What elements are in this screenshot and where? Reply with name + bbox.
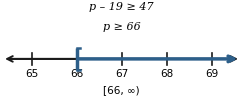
Text: 67: 67 xyxy=(115,69,128,79)
Text: 69: 69 xyxy=(205,69,218,79)
Text: p ≥ 66: p ≥ 66 xyxy=(103,22,140,32)
Text: 68: 68 xyxy=(160,69,173,79)
Text: 66: 66 xyxy=(70,69,83,79)
Text: 65: 65 xyxy=(25,69,38,79)
Text: p – 19 ≥ 47: p – 19 ≥ 47 xyxy=(89,2,154,12)
Text: [66, ∞): [66, ∞) xyxy=(103,86,140,96)
